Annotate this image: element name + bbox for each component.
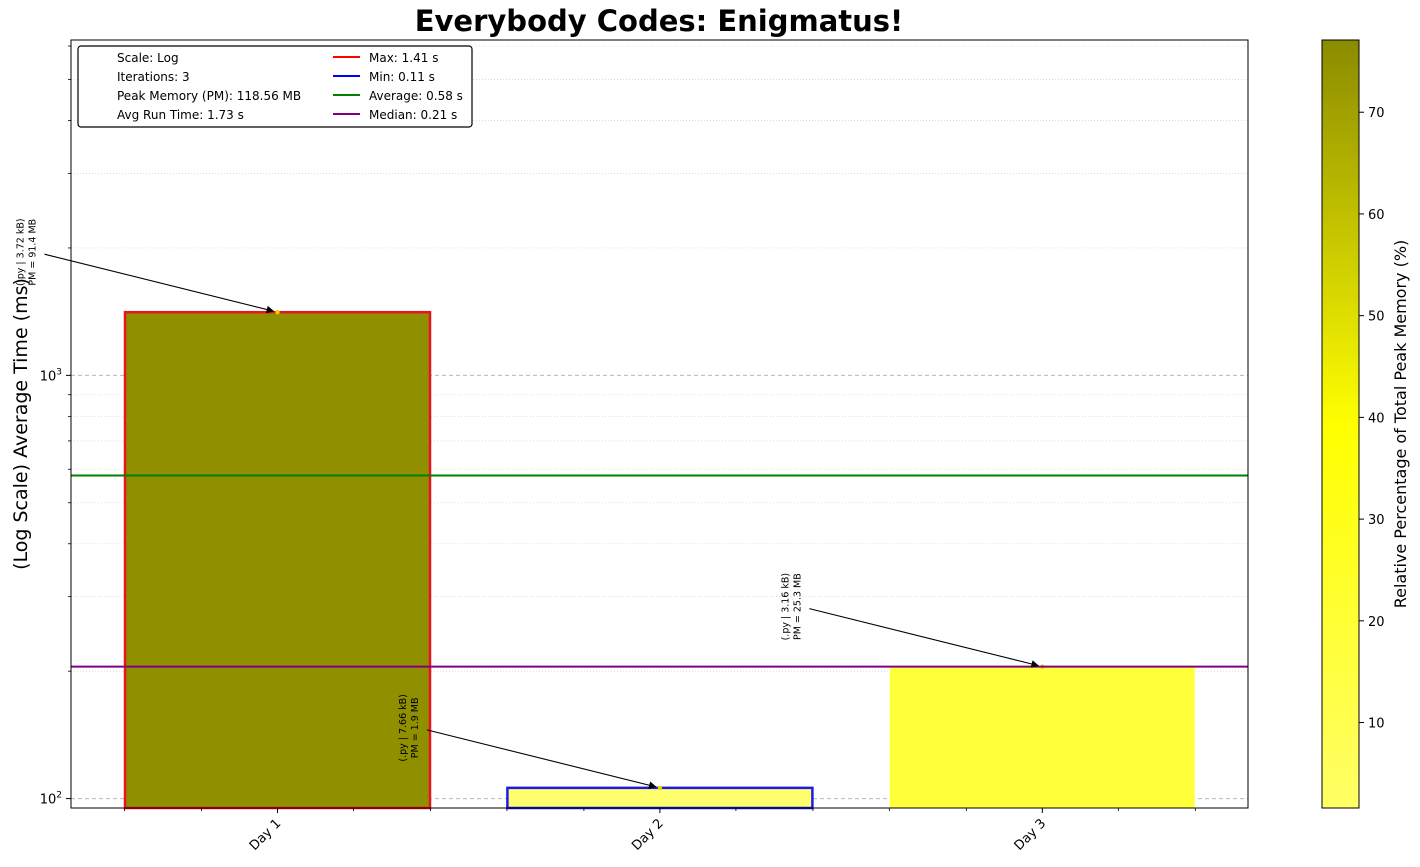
gridlines bbox=[71, 45, 1248, 800]
annotation-arrow bbox=[44, 253, 275, 314]
x-tick-label: Day 3 bbox=[1012, 816, 1050, 854]
annotation-file-info: (.py | 3.16 kB) bbox=[780, 573, 791, 641]
colorbar-label: Relative Percentage of Total Peak Memory… bbox=[1391, 240, 1410, 609]
colorbar-tick-label: 70 bbox=[1368, 106, 1385, 121]
colorbar-tick-label: 10 bbox=[1368, 717, 1385, 732]
annotation-file-info: (.py | 7.66 kB) bbox=[398, 694, 409, 762]
colorbar-gradient bbox=[1321, 39, 1360, 809]
bar-annotations: (.py | 3.72 kB) PM = 91.4 MB (.py | 7.66 k… bbox=[16, 218, 1040, 789]
x-tick-label: Day 1 bbox=[247, 816, 285, 854]
legend-line-label: Average: 0.58 s bbox=[369, 89, 463, 103]
legend-info-iterations: Iterations: 3 bbox=[117, 70, 190, 84]
y-axis-label: (Log Scale) Average Time (ms) bbox=[10, 278, 32, 570]
y-tick-label: 102 bbox=[40, 791, 62, 808]
colorbar-tick-label: 40 bbox=[1368, 411, 1385, 426]
legend-line-label: Median: 0.21 s bbox=[369, 108, 457, 122]
annotation-peak-memory: PM = 91.4 MB bbox=[28, 219, 39, 286]
legend-box bbox=[77, 45, 473, 128]
colorbar-tick-label: 60 bbox=[1368, 208, 1385, 223]
y-tick-label: 103 bbox=[40, 367, 62, 384]
colorbar-tick-label: 30 bbox=[1368, 513, 1385, 528]
annotation-peak-memory: PM = 1.9 MB bbox=[410, 697, 421, 758]
x-tick-label: Day 2 bbox=[629, 816, 667, 854]
bar-top-marker bbox=[657, 785, 663, 791]
colorbar: 10 20 30 40 50 60 70 Relative Percentage of To… bbox=[1321, 39, 1410, 809]
colorbar-tick-label: 20 bbox=[1368, 615, 1385, 630]
reference-lines bbox=[71, 474, 1248, 668]
bar-3 bbox=[889, 666, 1195, 808]
legend-info-scale: Scale: Log bbox=[117, 51, 179, 65]
legend-info-avg-run-time: Avg Run Time: 1.73 s bbox=[117, 108, 244, 122]
legend-info-peak-memory: Peak Memory (PM): 118.56 MB bbox=[117, 89, 301, 103]
legend: Scale: Log Iterations: 3 Peak Memory (PM… bbox=[77, 45, 473, 128]
bar-2 bbox=[506, 786, 814, 810]
bars bbox=[123, 310, 1195, 810]
annotation-peak-memory: PM = 25.3 MB bbox=[792, 573, 803, 640]
chart-title: Everybody Codes: Enigmatus! bbox=[415, 4, 904, 38]
colorbar-tick-label: 50 bbox=[1368, 310, 1385, 325]
annotation-arrow bbox=[426, 729, 657, 789]
bar-1 bbox=[123, 310, 432, 810]
annotation-file-info: (.py | 3.72 kB) bbox=[16, 218, 27, 286]
annotation-arrow bbox=[809, 608, 1040, 668]
legend-line-label: Min: 0.11 s bbox=[369, 70, 435, 84]
legend-line-label: Max: 1.41 s bbox=[369, 51, 438, 65]
bar-top-marker bbox=[275, 310, 280, 315]
